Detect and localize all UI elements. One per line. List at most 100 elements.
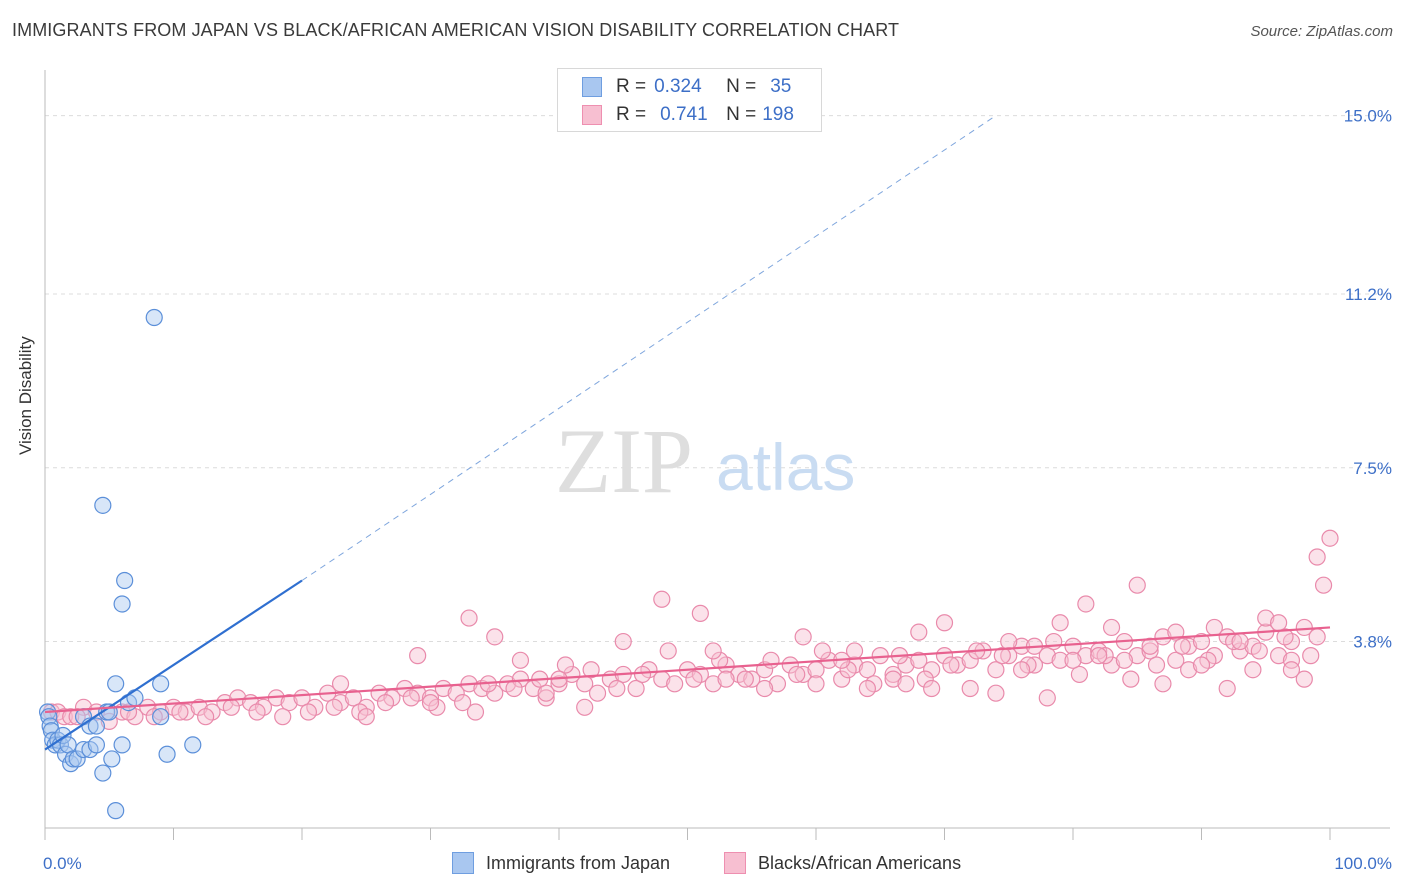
black-point-73	[961, 651, 979, 669]
legend-item-black[interactable]: Blacks/African Americans	[724, 852, 961, 874]
black-point-174	[1282, 651, 1301, 669]
black-point-132	[839, 661, 857, 679]
black-point-123	[608, 679, 626, 698]
japan-point-29	[158, 745, 176, 763]
black-trend-line	[44, 626, 1331, 714]
legend-r-value: 0.741	[660, 104, 708, 125]
black-point-141	[1070, 665, 1089, 684]
y-tick-label-3: 15.0%	[1344, 107, 1392, 126]
black-point-149	[1276, 628, 1294, 646]
black-point-165	[1102, 618, 1121, 637]
black-point-3	[62, 708, 80, 726]
x-tick-label-0: 0.0%	[43, 854, 82, 873]
black-point-191	[1038, 689, 1056, 707]
black-point-193	[1115, 651, 1134, 669]
black-point-84	[1102, 656, 1121, 674]
legend-item-japan[interactable]: Immigrants from Japan	[452, 852, 670, 874]
black-point-60	[794, 665, 812, 684]
black-point-175	[1295, 670, 1313, 688]
black-point-97	[1269, 647, 1288, 665]
black-point-170	[1205, 618, 1223, 637]
black-point-185	[858, 679, 877, 698]
legend-label-japan: Immigrants from Japan	[486, 852, 671, 873]
black-point-177	[409, 647, 427, 665]
correlation-legend: R = 0.324 N = 35 R = 0.741 N = 198	[557, 68, 822, 132]
japan-point-30	[184, 736, 202, 754]
black-point-198	[1282, 661, 1301, 679]
x-tick-label-1: 100.0%	[1334, 854, 1392, 873]
black-point-171	[1231, 632, 1249, 651]
black-point-140	[1045, 632, 1063, 651]
black-point-128	[736, 670, 754, 688]
black-point-65	[858, 661, 877, 679]
y-tick-label-1: 7.5%	[1353, 459, 1392, 478]
legend-row-japan: R = 0.324 N = 35	[558, 73, 791, 101]
black-point-144	[1147, 656, 1166, 674]
black-point-184	[807, 675, 825, 693]
legend-r-value: 0.324	[654, 76, 702, 97]
black-point-50	[666, 675, 684, 693]
black-point-205	[576, 698, 594, 716]
watermark-zip: ZIP	[555, 410, 693, 512]
black-point-68	[897, 656, 915, 674]
legend-row-black: R = 0.741 N = 198	[558, 101, 794, 129]
black-point-196	[1218, 679, 1236, 698]
black-point-159	[935, 614, 954, 632]
y-tick-label-0: 3.8%	[1353, 633, 1392, 652]
axes	[44, 70, 1390, 840]
black-point-162	[1051, 614, 1069, 632]
black-point-169	[1180, 661, 1198, 679]
gridlines	[45, 115, 1390, 643]
black-point-103	[68, 708, 86, 726]
black-point-63	[833, 670, 851, 688]
japan-point-34	[94, 496, 112, 514]
black-point-151	[511, 651, 530, 669]
black-point-153	[704, 642, 722, 660]
black-point-115	[402, 689, 420, 707]
black-point-152	[691, 604, 709, 622]
black-point-80	[1051, 651, 1069, 669]
black-point-102	[1321, 529, 1339, 547]
black-point-101	[1314, 576, 1333, 594]
black-point-129	[762, 651, 780, 669]
black-point-135	[916, 670, 934, 688]
black-point-197	[1244, 661, 1262, 679]
black-point-157	[884, 670, 902, 688]
japan-point-20	[87, 717, 106, 735]
black-point-114	[376, 693, 395, 712]
black-point-192	[1064, 651, 1082, 669]
japan-point-16	[87, 736, 106, 754]
japan-point-32	[113, 595, 131, 613]
trend-lines	[44, 115, 1331, 751]
black-point-200	[331, 675, 350, 693]
black-point-104	[119, 703, 138, 721]
black-point-201	[357, 708, 375, 726]
black-point-105	[145, 708, 163, 726]
black-point-164	[1090, 647, 1108, 665]
chart-title: IMMIGRANTS FROM JAPAN VS BLACK/AFRICAN A…	[12, 20, 900, 40]
legend-swatch-japan	[452, 852, 474, 874]
black-point-181	[653, 590, 671, 608]
black-point-154	[794, 628, 812, 646]
black-point-173	[1269, 614, 1288, 632]
source-credit: Source: ZipAtlas.com	[1250, 23, 1393, 40]
black-point-188	[961, 679, 979, 698]
black-point-182	[717, 670, 735, 688]
black-point-13	[190, 698, 208, 716]
watermark: ZIP atlas	[555, 410, 855, 512]
black-point-112	[325, 698, 343, 716]
black-point-106	[171, 703, 189, 721]
black-point-47	[627, 679, 645, 698]
black-point-121	[556, 656, 575, 674]
series-legend: Immigrants from Japan Blacks/African Ame…	[0, 852, 1406, 878]
black-point-156	[845, 642, 864, 660]
japan-point-22	[103, 750, 121, 768]
japan-point-14	[74, 740, 93, 759]
black-point-199	[1302, 647, 1320, 665]
black-point-204	[537, 684, 555, 702]
japan-point-28	[107, 675, 125, 693]
black-point-20	[280, 693, 298, 712]
black-point-41	[550, 675, 568, 693]
japan-point-33	[116, 571, 134, 590]
